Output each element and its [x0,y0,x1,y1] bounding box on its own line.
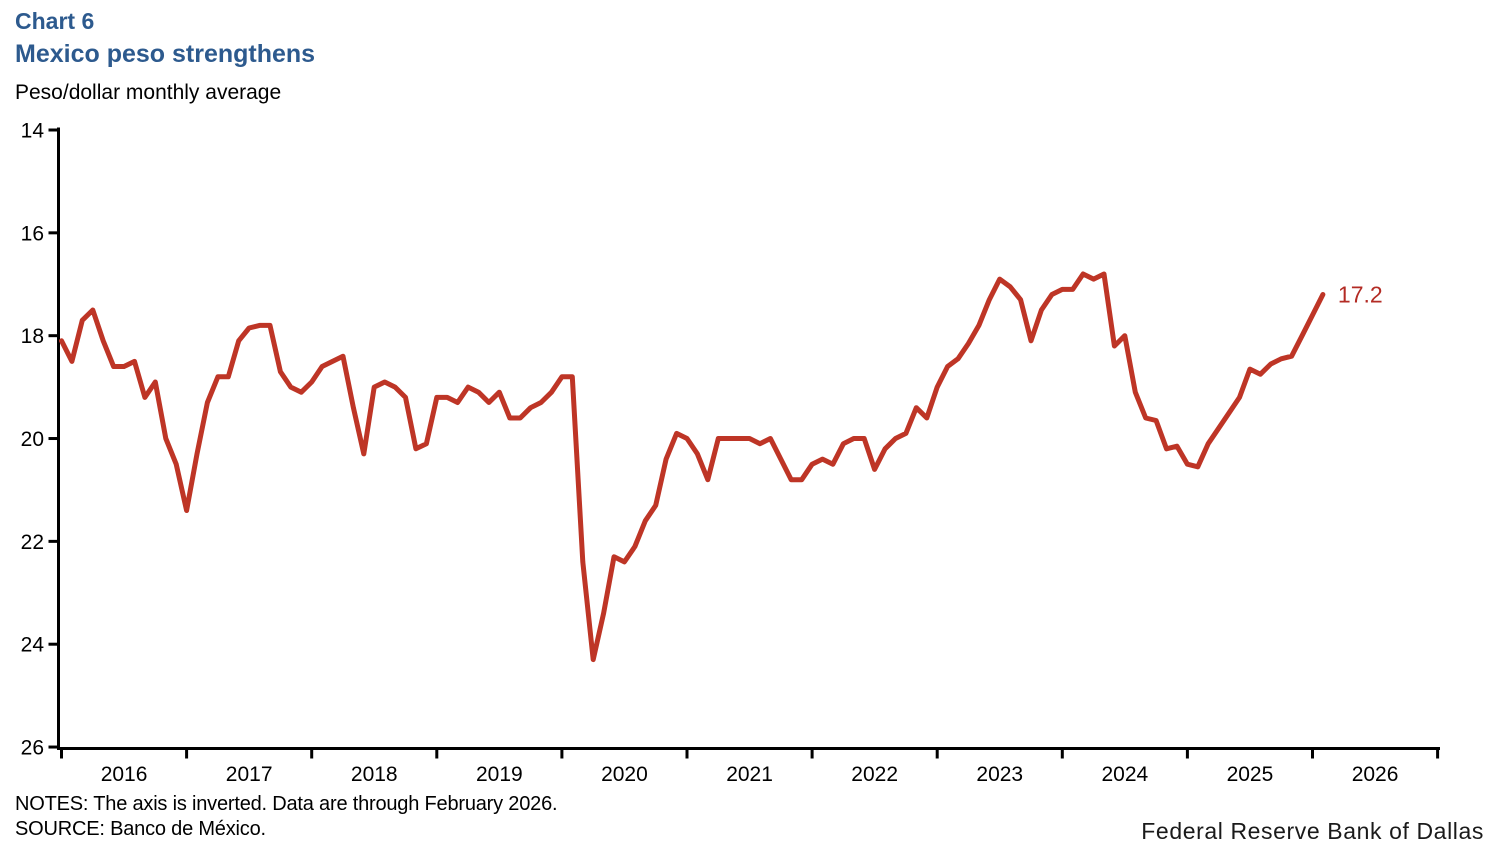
x-tick-label: 2022 [851,763,898,786]
x-tick-label: 2019 [476,763,523,786]
y-tick-label: 16 [21,222,44,245]
chart-y-axis-caption: Peso/dollar monthly average [15,81,282,104]
x-tick-label: 2024 [1101,763,1148,786]
x-tick-label: 2023 [976,763,1023,786]
federal-reserve-bank-of-dallas-wordmark: Federal Reserve Bank of Dallas [1141,818,1484,844]
x-tick-label: 2016 [101,763,148,786]
y-axis-ticks: 14 16 18 20 22 24 26 [21,120,59,760]
y-tick-label: 24 [21,634,45,657]
y-tick-label: 14 [21,120,45,143]
x-tick-label: 2018 [351,763,398,786]
source-text: SOURCE: Banco de México. [15,818,266,840]
y-tick-label: 18 [21,325,44,348]
chart-footnotes: NOTES: The axis is inverted. Data are th… [15,792,558,842]
x-tick-label: 2017 [226,763,273,786]
chart-number: Chart 6 [15,8,95,34]
chart-title: Mexico peso strengthens [15,40,316,68]
x-tick-label: 2021 [726,763,773,786]
x-tick-label: 2020 [601,763,648,786]
notes-text: NOTES: The axis is inverted. Data are th… [15,793,558,815]
x-tick-label: 2025 [1227,763,1274,786]
latest-value-label: 17.2 [1338,282,1383,308]
x-tick-label: 2026 [1352,763,1399,786]
peso-dollar-line [59,271,1326,663]
y-tick-label: 26 [21,737,44,760]
y-tick-label: 20 [21,428,44,451]
y-tick-label: 22 [21,531,44,554]
x-axis-ticks: 2016 2017 2018 2019 2020 2021 2022 2023 2024 2025… [60,748,1440,786]
